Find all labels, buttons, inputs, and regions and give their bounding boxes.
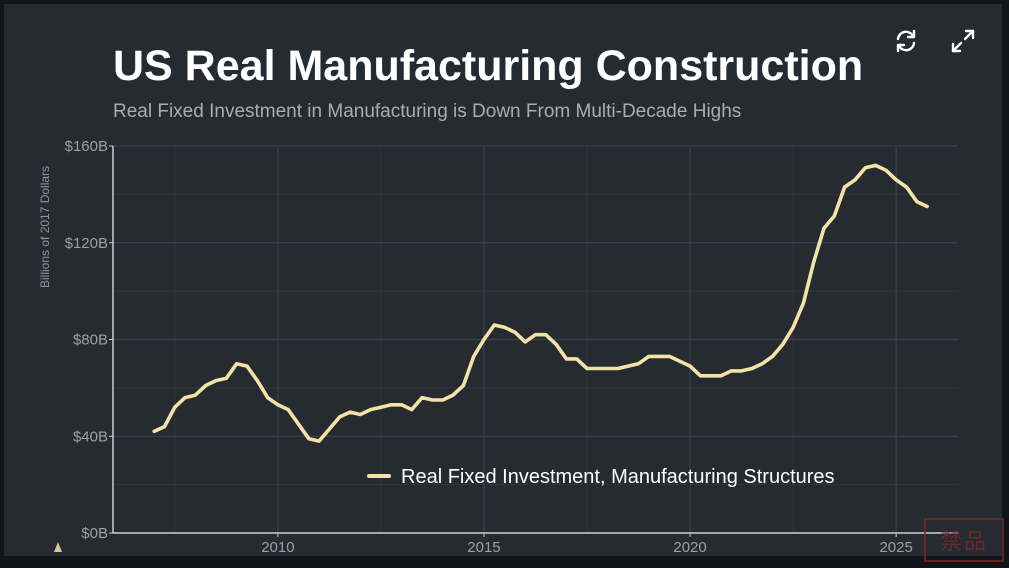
watermark-stamp: 禁品 <box>924 518 1004 562</box>
x-tick-label: 2025 <box>879 539 912 556</box>
y-tick-label: $160B <box>65 138 108 155</box>
legend-label: Real Fixed Investment, Manufacturing Str… <box>401 466 835 488</box>
series-layer <box>152 163 929 443</box>
y-tick-label: $0B <box>81 525 108 542</box>
y-axis-label: Billions of 2017 Dollars <box>38 166 52 288</box>
y-tick-label: $120B <box>65 235 108 252</box>
expand-button[interactable] <box>946 24 980 58</box>
refresh-button[interactable] <box>889 24 923 58</box>
x-tick-label: 2020 <box>673 539 706 556</box>
grid <box>113 145 958 534</box>
cursor-marker <box>54 542 62 552</box>
x-tick-label: 2015 <box>467 539 500 556</box>
legend: Real Fixed Investment, Manufacturing Str… <box>367 466 835 488</box>
expand-icon <box>951 29 975 53</box>
chart-subtitle: Real Fixed Investment in Manufacturing i… <box>113 101 741 122</box>
y-tick-label: $40B <box>73 428 108 445</box>
y-tick-label: $80B <box>73 332 108 349</box>
refresh-icon <box>896 29 916 53</box>
x-tick-label: 2010 <box>261 539 294 556</box>
series-line <box>152 163 929 443</box>
tick-labels: $0B $40B $80B $120B $160B 2010 2015 2020 2025 <box>65 138 913 556</box>
chart-title: US Real Manufacturing Construction <box>113 42 863 90</box>
chart-panel <box>4 4 1002 556</box>
